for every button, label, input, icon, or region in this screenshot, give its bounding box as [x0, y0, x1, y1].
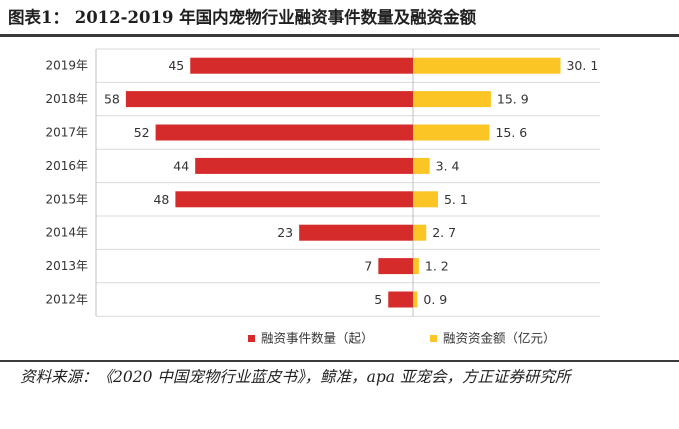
bar-amount: [413, 191, 438, 208]
bar-event-count: [388, 291, 413, 308]
category-label: 2017年: [45, 126, 88, 140]
data-label-amount: 15. 9: [497, 92, 529, 107]
data-label-amount: 30. 1: [566, 58, 598, 73]
category-label: 2016年: [45, 159, 88, 173]
data-label-event-count: 52: [134, 125, 150, 140]
data-label-amount: 1. 2: [425, 259, 449, 274]
legend: 融资事件数量（起） 融资资金额（亿元）: [248, 331, 556, 346]
data-label-event-count: 7: [364, 259, 372, 274]
data-label-event-count: 44: [173, 158, 189, 173]
bar-amount: [413, 91, 491, 108]
bar-event-count: [155, 124, 413, 141]
data-label-amount: 0. 9: [423, 292, 447, 307]
bar-amount: [413, 258, 419, 275]
category-label: 2018年: [45, 92, 88, 106]
legend-swatch: [248, 335, 255, 342]
category-label: 2019年: [45, 59, 88, 73]
data-label-event-count: 58: [104, 92, 120, 107]
bar-amount: [413, 224, 427, 241]
data-label-amount: 15. 6: [495, 125, 527, 140]
legend-swatch: [430, 335, 437, 342]
bar-event-count: [190, 57, 413, 74]
source-note: 资料来源：《2020 中国宠物行业蓝皮书》，鲸准，apa 亚宠会，方正证券研究所: [20, 368, 571, 386]
data-label-amount: 3. 4: [436, 158, 460, 173]
category-label: 2014年: [45, 226, 88, 240]
bar-event-count: [195, 157, 413, 174]
data-label-event-count: 48: [153, 192, 169, 207]
data-label-event-count: 45: [168, 58, 184, 73]
bar-amount: [413, 57, 561, 74]
legend-label: 融资资金额（亿元）: [443, 331, 556, 346]
labels: 2019年 45 30. 1 2018年 58 15. 9 2017年 52 15. 6 2016…: [45, 58, 598, 307]
data-label-event-count: 5: [374, 292, 382, 307]
bar-event-count: [125, 91, 414, 108]
figure-title: 图表1： 2012-2019 年国内宠物行业融资事件数量及融资金额: [8, 8, 477, 27]
data-label-amount: 5. 1: [444, 192, 468, 207]
bar-amount: [413, 157, 430, 174]
legend-label: 融资事件数量（起）: [261, 331, 374, 346]
category-label: 2015年: [45, 192, 88, 206]
bar-event-count: [378, 258, 413, 275]
bar-amount: [413, 124, 490, 141]
bar-amount: [413, 291, 418, 308]
chart: 2019年 45 30. 1 2018年 58 15. 9 2017年 52 15. 6 2016…: [45, 48, 600, 346]
bar-event-count: [299, 224, 413, 241]
title-rule: [0, 34, 679, 37]
data-label-amount: 2. 7: [432, 225, 456, 240]
bars: [125, 57, 561, 308]
data-label-event-count: 23: [277, 225, 293, 240]
bar-event-count: [175, 191, 413, 208]
source-rule: [0, 360, 679, 362]
category-label: 2013年: [45, 259, 88, 273]
grid: [95, 48, 600, 317]
category-label: 2012年: [45, 293, 88, 307]
